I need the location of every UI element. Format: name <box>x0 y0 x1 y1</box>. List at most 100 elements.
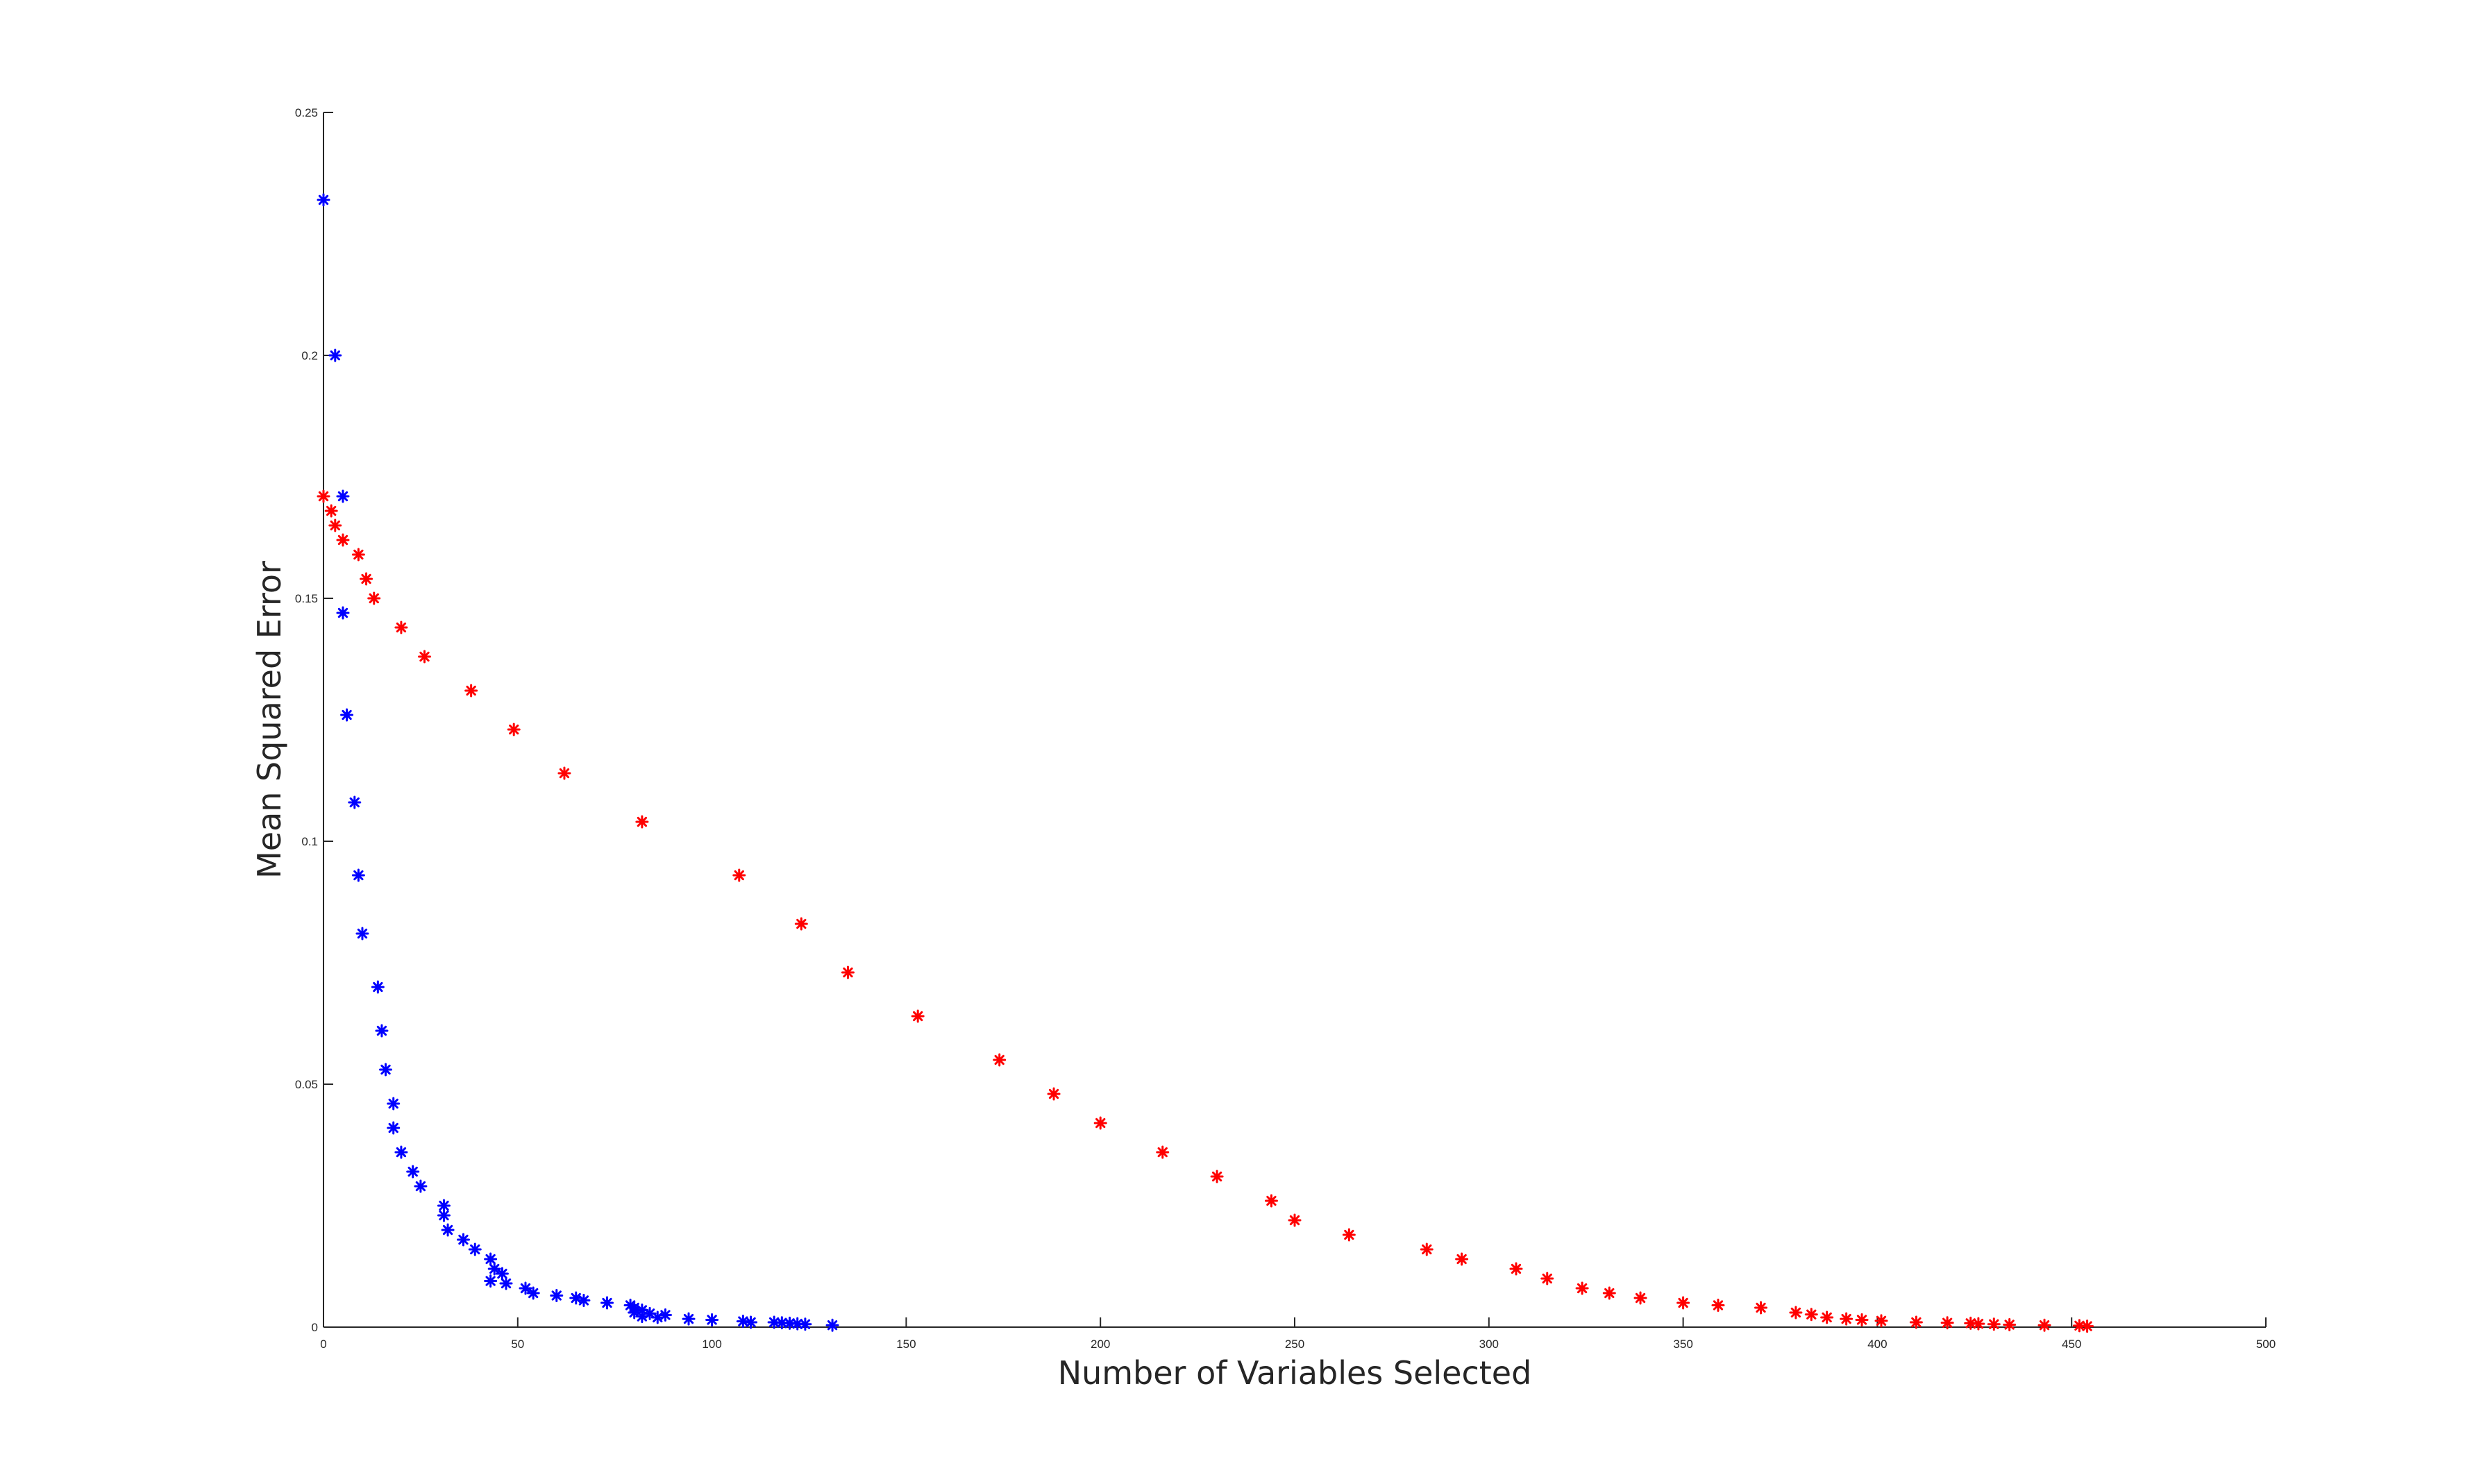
x-tick-label: 50 <box>511 1338 524 1351</box>
data-point <box>317 193 330 207</box>
data-point <box>1288 1213 1302 1227</box>
y-tick-label: 0.15 <box>295 592 318 605</box>
data-point <box>464 684 478 698</box>
x-tick-label: 150 <box>896 1338 916 1351</box>
data-point <box>1575 1281 1589 1295</box>
data-point <box>336 606 350 620</box>
data-point <box>328 518 342 532</box>
data-point <box>394 1145 408 1159</box>
x-tick-label: 300 <box>1479 1338 1499 1351</box>
data-point <box>732 868 746 882</box>
data-point <box>1840 1312 1854 1326</box>
data-point <box>1711 1299 1725 1312</box>
data-point <box>550 1289 564 1302</box>
data-point <box>1804 1308 1818 1322</box>
data-point <box>507 723 521 736</box>
data-point <box>577 1294 591 1307</box>
data-point <box>1633 1291 1647 1305</box>
data-point <box>1874 1314 1888 1328</box>
data-point <box>355 927 369 941</box>
data-point <box>336 489 350 503</box>
data-point <box>705 1313 719 1326</box>
axes <box>323 112 2266 1328</box>
data-point <box>1909 1315 1923 1329</box>
data-point <box>499 1276 513 1290</box>
x-tick-label: 0 <box>320 1338 326 1351</box>
y-tick-label: 0 <box>312 1321 318 1334</box>
series-layer <box>317 193 2094 1333</box>
data-point <box>1855 1313 1869 1326</box>
data-point <box>2003 1318 2017 1331</box>
x-tick-label: 250 <box>1285 1338 1304 1351</box>
data-point <box>417 650 431 664</box>
data-point <box>1602 1286 1616 1300</box>
data-point <box>1940 1316 1954 1330</box>
x-ticks: 0 50 100 150 200 250 300 350 400 450 500 <box>320 1317 2276 1351</box>
data-point <box>1789 1306 1803 1319</box>
data-point <box>1047 1087 1061 1101</box>
data-point <box>1093 1116 1107 1130</box>
data-point <box>437 1208 451 1222</box>
data-point <box>1420 1242 1434 1256</box>
y-tick-label: 0.05 <box>295 1078 318 1091</box>
data-point <box>441 1223 455 1237</box>
data-point <box>387 1097 401 1111</box>
x-tick-label: 450 <box>2062 1338 2081 1351</box>
data-point <box>2037 1318 2051 1332</box>
x-axis-label: Number of Variables Selected <box>1058 1354 1532 1392</box>
data-point <box>1754 1301 1768 1315</box>
data-point <box>317 489 330 503</box>
data-point <box>495 1267 509 1281</box>
y-tick-label: 0.2 <box>301 349 318 362</box>
data-point <box>394 621 408 634</box>
data-point <box>841 966 855 979</box>
series-1 <box>317 193 839 1332</box>
x-tick-label: 500 <box>2256 1338 2276 1351</box>
data-point <box>1264 1194 1278 1208</box>
data-point <box>526 1286 540 1300</box>
data-point <box>484 1274 498 1288</box>
data-point <box>825 1318 839 1332</box>
data-point <box>1820 1310 1834 1324</box>
data-point <box>336 533 350 547</box>
data-point <box>406 1165 420 1179</box>
data-point <box>682 1312 696 1326</box>
data-point <box>367 591 381 605</box>
data-point <box>375 1024 389 1038</box>
data-point <box>468 1242 482 1256</box>
data-point <box>736 1315 750 1329</box>
x-tick-label: 200 <box>1091 1338 1110 1351</box>
x-tick-label: 350 <box>1673 1338 1692 1351</box>
data-point <box>484 1252 498 1266</box>
series-2 <box>317 489 2094 1333</box>
data-point <box>744 1315 758 1329</box>
data-point <box>414 1179 428 1193</box>
data-point <box>911 1009 925 1023</box>
data-point <box>1156 1145 1170 1159</box>
data-point <box>328 348 342 362</box>
data-point <box>340 708 354 722</box>
y-tick-label: 0.1 <box>301 835 318 848</box>
data-point <box>798 1317 812 1331</box>
data-point <box>1540 1272 1554 1285</box>
data-point <box>635 1310 649 1324</box>
x-tick-label: 100 <box>702 1338 721 1351</box>
data-point <box>1987 1317 2001 1331</box>
data-point <box>379 1063 393 1077</box>
data-point <box>351 868 365 882</box>
data-point <box>1342 1228 1356 1242</box>
data-point <box>371 980 385 994</box>
data-point <box>1210 1170 1224 1183</box>
data-point <box>1455 1252 1469 1266</box>
data-point <box>993 1053 1007 1067</box>
data-point <box>635 815 649 829</box>
data-point <box>1972 1317 1985 1331</box>
y-axis-label: Mean Squared Error <box>251 561 288 879</box>
data-point <box>794 917 808 931</box>
data-point <box>348 795 362 809</box>
data-point <box>557 766 571 780</box>
y-ticks: 0 0.05 0.1 0.15 0.2 0.25 <box>295 106 333 1334</box>
y-tick-label: 0.25 <box>295 106 318 119</box>
data-point <box>351 548 365 562</box>
